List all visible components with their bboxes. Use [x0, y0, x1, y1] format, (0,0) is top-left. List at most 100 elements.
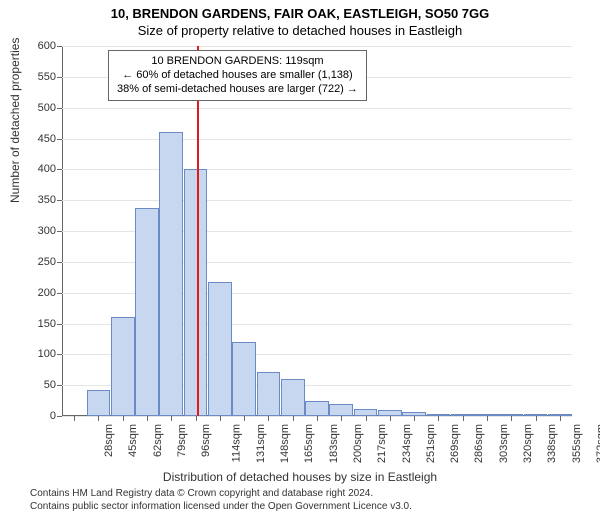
x-tick-label: 131sqm: [255, 424, 267, 463]
x-tickmark: [511, 416, 512, 421]
x-tick-label: 114sqm: [230, 424, 242, 462]
bar: [159, 132, 183, 416]
x-tick-label: 251sqm: [425, 424, 437, 463]
y-tickmark: [57, 385, 62, 386]
y-tick-label: 350: [16, 194, 56, 206]
x-tick-label: 28sqm: [103, 424, 115, 457]
gridline: [62, 169, 572, 170]
x-tick-label: 165sqm: [304, 424, 316, 463]
bar: [378, 410, 402, 416]
gridline: [62, 200, 572, 201]
x-tickmark: [390, 416, 391, 421]
x-tick-label: 320sqm: [522, 424, 534, 463]
gridline: [62, 139, 572, 140]
y-tick-label: 300: [16, 225, 56, 237]
bar: [305, 401, 329, 416]
x-tickmark: [147, 416, 148, 421]
y-tickmark: [57, 108, 62, 109]
y-tick-label: 250: [16, 256, 56, 268]
y-tick-label: 450: [16, 133, 56, 145]
bar: [257, 372, 281, 416]
x-tickmark: [536, 416, 537, 421]
x-tick-label: 183sqm: [328, 424, 340, 463]
y-tickmark: [57, 46, 62, 47]
x-tick-label: 286sqm: [474, 424, 486, 463]
x-tickmark: [123, 416, 124, 421]
y-tick-label: 500: [16, 102, 56, 114]
y-tickmark: [57, 139, 62, 140]
x-tick-label: 269sqm: [449, 424, 461, 463]
x-tick-label: 96sqm: [200, 424, 212, 457]
title-sub: Size of property relative to detached ho…: [0, 23, 600, 38]
x-tickmark: [171, 416, 172, 421]
chart-area: 10 BRENDON GARDENS: 119sqm ← 60% of deta…: [62, 46, 572, 416]
bar: [451, 414, 475, 416]
bar: [499, 414, 523, 416]
footer-line: Contains HM Land Registry data © Crown c…: [30, 488, 600, 501]
x-axis-label: Distribution of detached houses by size …: [0, 470, 600, 484]
bar: [232, 342, 256, 416]
x-tick-label: 148sqm: [279, 424, 291, 463]
x-tick-label: 62sqm: [152, 424, 164, 457]
x-tickmark: [74, 416, 75, 421]
y-tickmark: [57, 416, 62, 417]
annotation-line: ← 60% of detached houses are smaller (1,…: [117, 69, 358, 83]
y-tickmark: [57, 169, 62, 170]
x-tickmark: [98, 416, 99, 421]
x-tickmark: [268, 416, 269, 421]
footer-line: Contains public sector information licen…: [30, 501, 600, 513]
y-tick-label: 50: [16, 379, 56, 391]
y-tick-label: 100: [16, 348, 56, 360]
x-tickmark: [293, 416, 294, 421]
title-main: 10, BRENDON GARDENS, FAIR OAK, EASTLEIGH…: [0, 6, 600, 21]
x-tickmark: [487, 416, 488, 421]
bar: [281, 379, 305, 416]
x-tickmark: [438, 416, 439, 421]
marker-line: [197, 46, 199, 416]
bar: [184, 169, 208, 416]
y-tickmark: [57, 231, 62, 232]
y-tickmark: [57, 200, 62, 201]
y-tickmark: [57, 262, 62, 263]
x-tick-label: 372sqm: [595, 424, 600, 463]
x-tick-label: 338sqm: [546, 424, 558, 463]
y-tick-label: 600: [16, 40, 56, 52]
y-tick-label: 200: [16, 287, 56, 299]
bar: [87, 390, 111, 416]
bar: [427, 414, 451, 416]
x-tick-label: 79sqm: [176, 424, 188, 457]
y-tickmark: [57, 293, 62, 294]
bar: [329, 404, 353, 416]
x-tickmark: [196, 416, 197, 421]
bar: [135, 208, 159, 416]
x-tick-label: 200sqm: [352, 424, 364, 463]
x-tickmark: [341, 416, 342, 421]
x-tick-label: 217sqm: [376, 424, 388, 463]
y-tickmark: [57, 354, 62, 355]
y-tick-label: 150: [16, 318, 56, 330]
y-tick-label: 550: [16, 71, 56, 83]
x-tickmark: [560, 416, 561, 421]
plot-area: [62, 46, 572, 416]
annotation-line: 38% of semi-detached houses are larger (…: [117, 83, 358, 97]
y-axis-label: Number of detached properties: [8, 38, 22, 203]
bar: [402, 412, 426, 416]
x-tick-label: 45sqm: [127, 424, 139, 457]
x-tickmark: [244, 416, 245, 421]
bar: [475, 414, 499, 416]
annotation-box: 10 BRENDON GARDENS: 119sqm ← 60% of deta…: [108, 50, 367, 101]
footer: Contains HM Land Registry data © Crown c…: [30, 488, 600, 513]
x-tick-label: 234sqm: [401, 424, 413, 463]
y-tickmark: [57, 77, 62, 78]
bar: [208, 282, 232, 416]
gridline: [62, 46, 572, 47]
bar: [111, 317, 135, 416]
x-tickmark: [317, 416, 318, 421]
x-tickmark: [414, 416, 415, 421]
x-tick-label: 303sqm: [498, 424, 510, 463]
y-tick-label: 400: [16, 163, 56, 175]
y-tick-label: 0: [16, 410, 56, 422]
x-tick-label: 355sqm: [571, 424, 583, 463]
x-tickmark: [366, 416, 367, 421]
y-tickmark: [57, 324, 62, 325]
